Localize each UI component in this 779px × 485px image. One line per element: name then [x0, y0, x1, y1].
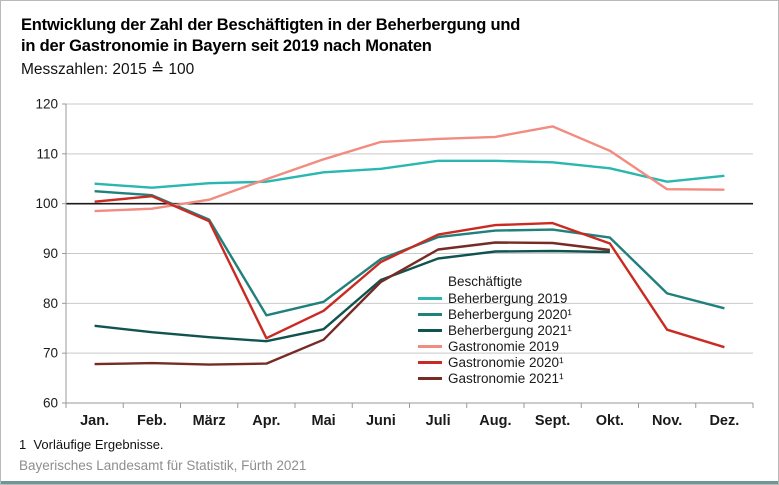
legend-label: Beherbergung 2020¹	[448, 306, 572, 322]
y-tick-label: 100	[35, 196, 58, 211]
x-tick-label: März	[193, 413, 226, 429]
legend-item-4: Gastronomie 2020¹	[418, 354, 572, 370]
legend-item-3: Gastronomie 2019	[418, 338, 572, 354]
legend-swatch	[418, 344, 442, 348]
legend-item-0: Beherbergung 2019	[418, 290, 572, 306]
y-tick-label: 80	[43, 296, 58, 311]
title-line-1: Entwicklung der Zahl der Beschäftigten i…	[21, 16, 521, 34]
source-attribution: Bayerisches Landesamt für Statistik, Für…	[19, 458, 307, 473]
chart-subtitle: Messzahlen: 2015 ≙ 100	[21, 61, 195, 78]
x-tick-label: Sept.	[535, 413, 570, 429]
legend-title: Beschäftigte	[448, 274, 523, 289]
x-tick-label: Aug.	[479, 413, 511, 429]
x-tick-label: Dez.	[709, 413, 739, 429]
series-line-5	[94, 241, 611, 366]
legend-label: Beherbergung 2019	[448, 290, 568, 306]
series-line-4	[94, 194, 725, 349]
legend-item-2: Beherbergung 2021¹	[418, 322, 572, 338]
x-tick-label: Apr.	[252, 413, 280, 429]
footnote: 1 Vorläufige Ergebnisse.	[19, 437, 164, 452]
legend-swatch	[418, 312, 442, 316]
chart-legend: Beschäftigte Beherbergung 2019 Beherbergu…	[418, 273, 572, 386]
legend-swatch	[418, 376, 442, 380]
x-tick-label: Nov.	[652, 413, 682, 429]
legend-swatch	[418, 360, 442, 364]
legend-swatch	[418, 328, 442, 332]
x-tick-label: Juni	[366, 413, 396, 429]
x-tick-label: Okt.	[596, 413, 624, 429]
y-tick-label: 120	[35, 97, 58, 112]
legend-swatch	[418, 296, 442, 300]
page-title: Entwicklung der Zahl der Beschäftigten i…	[21, 15, 520, 57]
y-tick-label: 60	[43, 396, 58, 411]
legend-label: Gastronomie 2019	[448, 338, 560, 354]
bottom-accent-bar	[1, 481, 778, 484]
y-tick-label: 70	[43, 346, 58, 361]
legend-label: Beherbergung 2021¹	[448, 322, 572, 338]
legend-label: Gastronomie 2020¹	[448, 354, 564, 370]
legend-item-1: Beherbergung 2020¹	[418, 306, 572, 322]
x-tick-label: Mai	[312, 413, 336, 429]
x-tick-label: Jan.	[80, 413, 109, 429]
series-line-3	[94, 125, 725, 213]
x-tick-label: Juli	[426, 413, 451, 429]
series-line-2	[94, 249, 610, 343]
y-tick-label: 90	[43, 246, 58, 261]
legend-label: Gastronomie 2021¹	[448, 370, 564, 386]
series-line-0	[94, 159, 725, 189]
title-line-2: in der Gastronomie in Bayern seit 2019 n…	[21, 37, 432, 55]
x-tick-label: Feb.	[137, 413, 167, 429]
y-tick-label: 110	[36, 146, 58, 161]
legend-item-5: Gastronomie 2021¹	[418, 370, 572, 386]
